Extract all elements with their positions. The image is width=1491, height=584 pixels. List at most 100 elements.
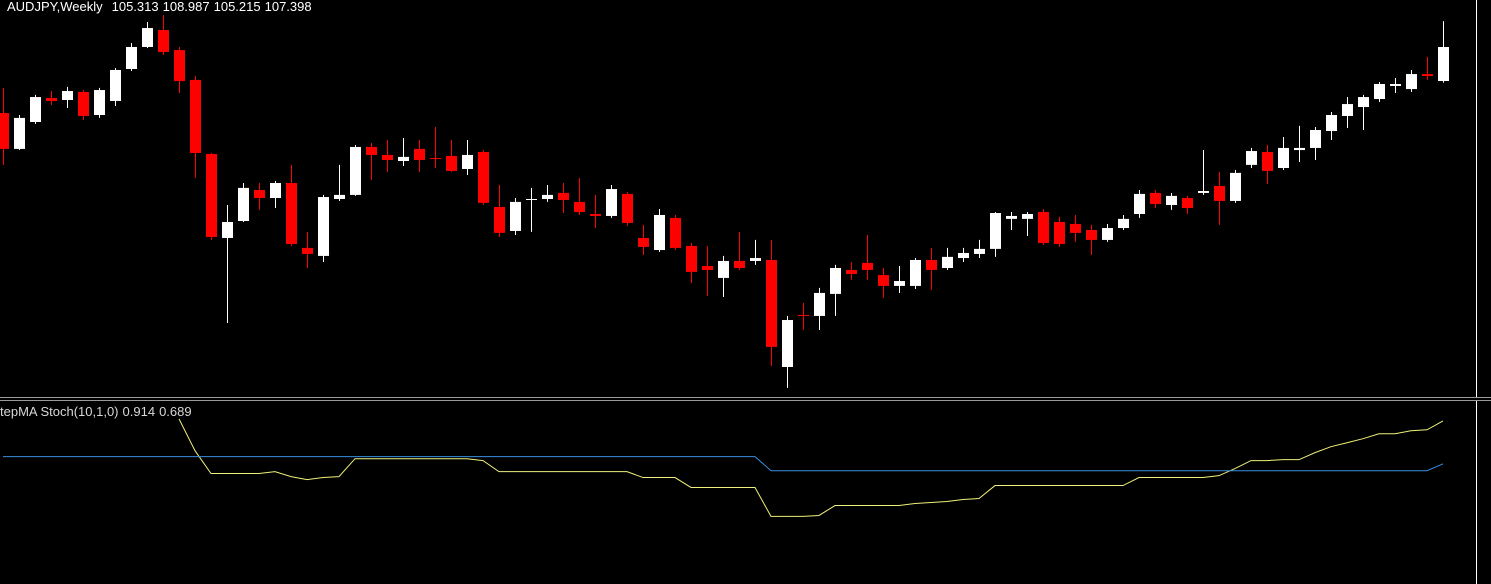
candle-body [1182, 198, 1193, 208]
chart-header: AUDJPY,Weekly 105.313 108.987 105.215 107.39… [7, 0, 312, 14]
indicator-line [178, 418, 1444, 517]
candle-body [734, 260, 745, 268]
candle-body [1262, 152, 1273, 171]
candle-body [590, 213, 601, 216]
candle-body [1198, 190, 1209, 193]
candle-body [510, 201, 521, 231]
candle-body [30, 97, 41, 123]
candle-body [990, 213, 1001, 249]
candle-body [1406, 74, 1417, 90]
candle-body [1118, 218, 1129, 229]
candle-body [606, 189, 617, 216]
candle-body [254, 190, 265, 199]
candle-body [1374, 83, 1385, 100]
candle-body [702, 266, 713, 270]
candle-body [62, 91, 73, 100]
candle-body [270, 183, 281, 199]
candle-body [494, 206, 505, 233]
candle-body [302, 247, 313, 254]
candle-body [574, 201, 585, 213]
candle-body [1006, 215, 1017, 219]
candle-body [110, 69, 121, 101]
candle-body [1294, 147, 1305, 151]
indicator-value: 0.914 [123, 404, 156, 419]
candle-body [318, 197, 329, 256]
candle-body [430, 158, 441, 160]
candle-body [286, 183, 297, 245]
candle-body [1390, 83, 1401, 86]
candle-body [830, 267, 841, 294]
candle-body [462, 154, 473, 169]
candle-body [78, 91, 89, 116]
candle-body [766, 259, 777, 347]
candle-body [862, 262, 873, 270]
candle-body [654, 214, 665, 251]
candle-body [1086, 229, 1097, 240]
candle-body [942, 256, 953, 268]
candle-body [926, 259, 937, 270]
symbol-title: AUDJPY,Weekly [7, 0, 103, 14]
candle-body [366, 146, 377, 155]
candle-body [1326, 114, 1337, 131]
candle-body [1134, 193, 1145, 214]
candle-body [1054, 221, 1065, 245]
candle-body [350, 146, 361, 195]
candle-body [1102, 228, 1113, 240]
candle-body [782, 320, 793, 367]
candle-body [126, 46, 137, 69]
indicator-line [3, 456, 1444, 472]
candle-body [158, 30, 169, 53]
candle-body [190, 79, 201, 153]
candle-body [1230, 172, 1241, 201]
candle-body [94, 90, 105, 115]
candle-body [526, 198, 537, 200]
candle-body [206, 153, 217, 237]
candle-body [334, 194, 345, 199]
candle-body [894, 281, 905, 286]
candle-body [174, 50, 185, 82]
candle-body [1214, 185, 1225, 201]
candle-body [1422, 74, 1433, 77]
indicator-value: 0.689 [159, 404, 192, 419]
candle-body [1038, 212, 1049, 244]
candle-body [974, 248, 985, 254]
candle-body [1022, 213, 1033, 219]
candle-body [446, 155, 457, 171]
candle-body [686, 245, 697, 272]
indicator-title: tepMA Stoch(10,1,0) [0, 404, 119, 419]
candle-body [958, 252, 969, 259]
candle-body [1438, 47, 1449, 82]
candle-body [798, 314, 809, 316]
high-value: 108.987 [163, 0, 210, 14]
close-value: 107.398 [265, 0, 312, 14]
candle-body [0, 113, 9, 149]
candle-body [14, 117, 25, 149]
candle-body [878, 274, 889, 286]
candle-body [670, 217, 681, 248]
candle-body [1342, 104, 1353, 116]
low-value: 105.215 [214, 0, 261, 14]
candle-body [750, 258, 761, 261]
candle-body [414, 148, 425, 161]
candle-body [558, 192, 569, 200]
candle-body [622, 193, 633, 223]
candle-body [1166, 195, 1177, 206]
candle-body [814, 292, 825, 316]
candle-body [638, 237, 649, 247]
candle-body [846, 269, 857, 275]
candle-body [1246, 151, 1257, 165]
open-value: 105.313 [112, 0, 159, 14]
candle-body [542, 194, 553, 199]
candle-body [478, 152, 489, 203]
candle-body [1070, 223, 1081, 233]
candle-body [1150, 192, 1161, 205]
candle-body [910, 259, 921, 286]
candle-body [718, 260, 729, 278]
candle-body [222, 221, 233, 238]
candle-body [142, 28, 153, 47]
candle-body [1358, 97, 1369, 107]
candle-body [398, 156, 409, 161]
